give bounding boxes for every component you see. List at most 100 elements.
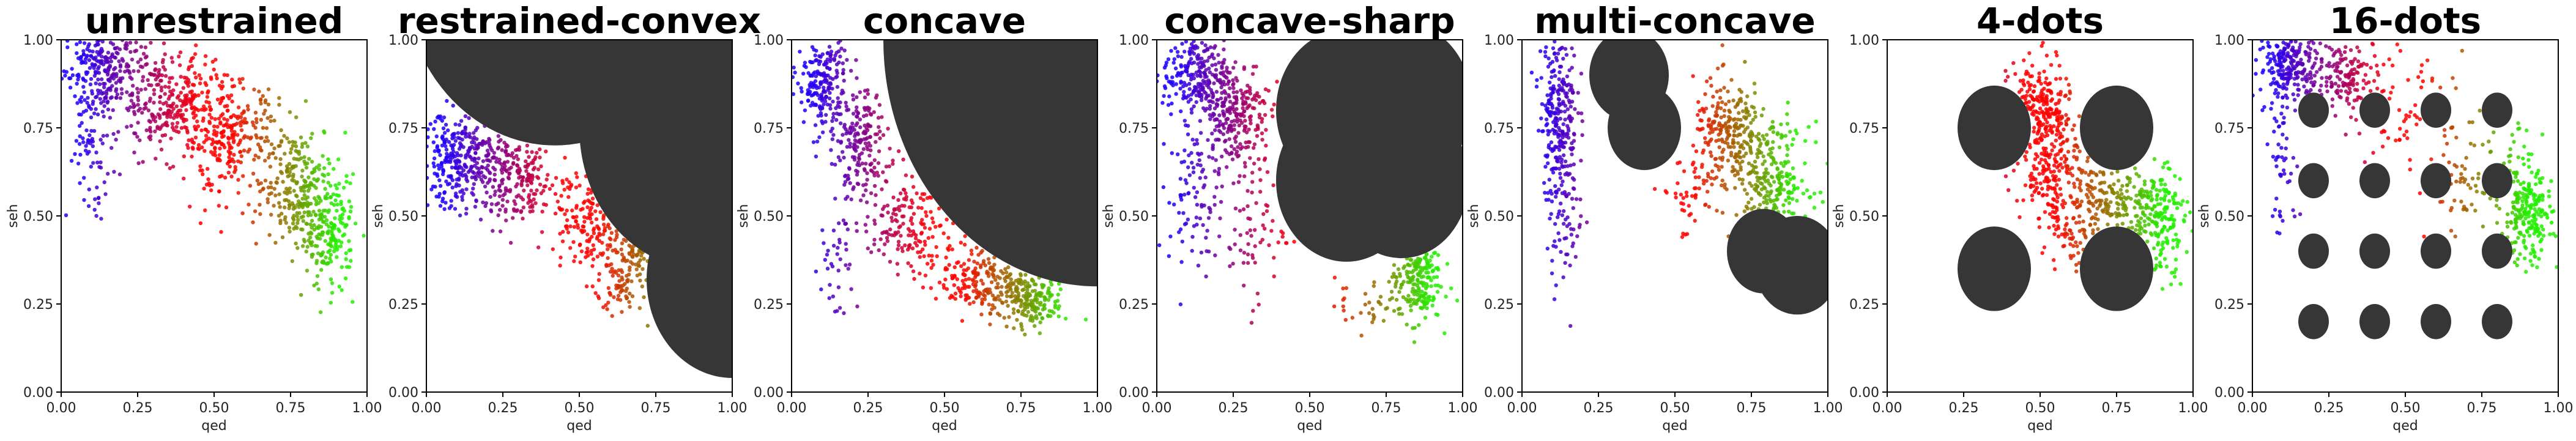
data-point bbox=[973, 275, 978, 280]
data-point bbox=[850, 128, 854, 133]
data-point bbox=[444, 147, 449, 152]
data-point bbox=[331, 192, 336, 196]
data-point bbox=[88, 82, 93, 87]
data-point bbox=[152, 92, 157, 96]
data-point bbox=[637, 306, 642, 310]
data-point bbox=[1584, 220, 1589, 224]
data-point bbox=[619, 268, 623, 272]
x-axis-label: qed bbox=[201, 418, 226, 434]
data-point bbox=[1693, 218, 1697, 223]
data-point bbox=[1434, 312, 1438, 317]
data-point bbox=[341, 234, 345, 238]
data-point bbox=[92, 207, 97, 212]
data-point bbox=[1679, 201, 1683, 206]
data-point bbox=[1745, 191, 1750, 196]
data-point bbox=[1011, 307, 1016, 311]
data-point bbox=[474, 199, 478, 203]
data-point bbox=[1035, 297, 1039, 302]
y-tick-label: 1.00 bbox=[754, 33, 784, 48]
data-point bbox=[1572, 162, 1576, 166]
data-point bbox=[559, 194, 563, 198]
data-point bbox=[179, 75, 183, 79]
data-point bbox=[116, 51, 120, 56]
data-point bbox=[347, 265, 352, 269]
data-point bbox=[191, 141, 196, 145]
data-point bbox=[1029, 298, 1033, 303]
data-point bbox=[1212, 81, 1216, 86]
data-point bbox=[2054, 76, 2058, 81]
data-point bbox=[1729, 150, 1734, 155]
data-point bbox=[499, 168, 503, 172]
data-point bbox=[1228, 100, 1233, 104]
data-point bbox=[1242, 174, 1247, 179]
data-point bbox=[279, 128, 283, 132]
y-axis-label: seh bbox=[736, 204, 751, 228]
data-point bbox=[1201, 106, 1206, 111]
data-point bbox=[300, 142, 305, 146]
data-point bbox=[608, 292, 613, 297]
data-point bbox=[2032, 113, 2036, 117]
data-point bbox=[1168, 234, 1173, 239]
data-point bbox=[335, 202, 340, 207]
data-point bbox=[457, 147, 462, 151]
data-point bbox=[1000, 300, 1004, 305]
data-point bbox=[1417, 287, 1421, 292]
data-point bbox=[218, 120, 223, 125]
data-point bbox=[610, 314, 614, 318]
data-point bbox=[1181, 211, 1186, 215]
data-point bbox=[1692, 169, 1696, 174]
data-point bbox=[1412, 264, 1417, 269]
data-point bbox=[1715, 209, 1719, 213]
data-point bbox=[292, 164, 296, 169]
data-point bbox=[1220, 122, 1225, 127]
data-point bbox=[1211, 111, 1216, 116]
data-point bbox=[483, 175, 488, 180]
y-tick-label: 0.50 bbox=[1484, 209, 1514, 224]
data-point bbox=[89, 128, 94, 133]
data-point bbox=[326, 180, 330, 185]
data-point bbox=[470, 144, 474, 149]
data-point bbox=[154, 157, 158, 161]
data-point bbox=[117, 47, 122, 51]
data-point bbox=[1220, 83, 1225, 87]
data-point bbox=[855, 95, 859, 99]
data-point bbox=[841, 91, 845, 95]
data-point bbox=[1795, 131, 1799, 136]
data-point bbox=[1576, 91, 1580, 95]
data-point bbox=[1691, 74, 1695, 78]
data-point bbox=[492, 155, 496, 160]
data-point bbox=[555, 199, 560, 204]
data-point bbox=[141, 160, 145, 164]
data-point bbox=[1572, 187, 1576, 191]
data-point bbox=[2040, 43, 2044, 48]
data-point bbox=[883, 179, 888, 183]
data-point bbox=[1762, 175, 1766, 179]
data-point bbox=[463, 125, 467, 130]
data-point bbox=[945, 287, 949, 291]
data-point bbox=[206, 91, 210, 95]
data-point bbox=[622, 255, 626, 260]
data-point bbox=[1008, 281, 1012, 286]
data-point bbox=[304, 250, 308, 254]
data-point bbox=[1179, 260, 1184, 264]
data-point bbox=[1749, 120, 1753, 125]
data-point bbox=[574, 219, 578, 223]
data-point bbox=[866, 128, 870, 133]
data-point bbox=[1544, 123, 1548, 127]
x-tick-label: 0.25 bbox=[1219, 401, 1249, 416]
data-point bbox=[885, 239, 890, 243]
data-point bbox=[251, 123, 256, 127]
data-point bbox=[77, 112, 81, 117]
data-point bbox=[1242, 109, 1246, 114]
data-point bbox=[1780, 170, 1784, 174]
data-point bbox=[229, 146, 234, 150]
data-point bbox=[2030, 64, 2035, 68]
data-point bbox=[450, 133, 455, 138]
y-tick-label: 0.00 bbox=[1119, 385, 1149, 401]
data-point bbox=[450, 178, 455, 182]
data-point bbox=[592, 247, 596, 252]
data-point bbox=[160, 133, 165, 138]
data-point bbox=[844, 127, 848, 132]
data-point bbox=[229, 115, 233, 119]
data-point bbox=[866, 246, 870, 251]
